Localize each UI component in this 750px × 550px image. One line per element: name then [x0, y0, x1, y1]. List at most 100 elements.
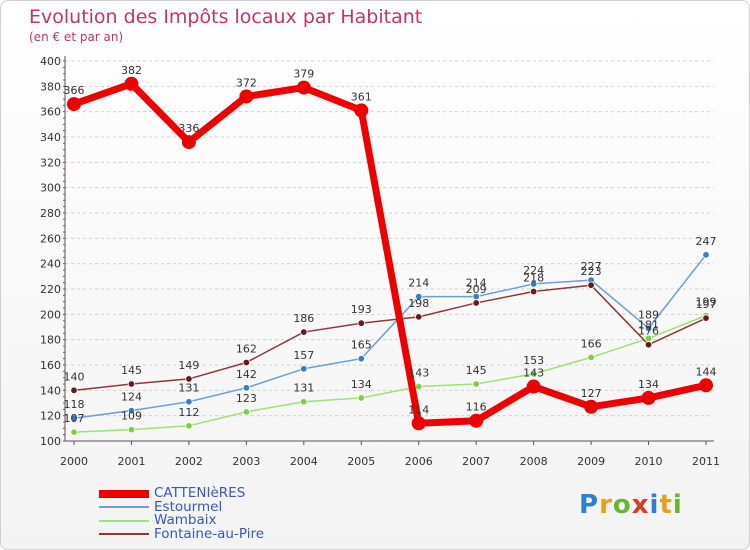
legend-item: CATTENIèRES — [99, 487, 264, 501]
series-line — [72, 80, 707, 427]
y-tick-label: 200 — [40, 308, 61, 321]
chart-subtitle: (en € et par an) — [29, 30, 124, 44]
chart-legend: CATTENIèRES Estourmel Wambaix Fontaine-au-P… — [99, 487, 264, 541]
x-tick-label: 2006 — [405, 455, 433, 468]
data-label: 107 — [64, 412, 85, 425]
data-point — [185, 375, 193, 383]
legend-swatch — [99, 519, 149, 522]
x-tick-label: 2004 — [290, 455, 318, 468]
data-point — [469, 413, 484, 428]
data-point — [127, 406, 136, 415]
data-label: 336 — [178, 122, 199, 135]
data-label: 118 — [64, 398, 85, 411]
data-point — [587, 281, 595, 289]
series-line — [73, 254, 707, 419]
data-point — [641, 390, 656, 405]
data-point — [415, 313, 423, 321]
data-point — [357, 394, 365, 402]
data-label: 127 — [581, 387, 602, 400]
data-label: 134 — [638, 378, 659, 391]
data-point — [70, 428, 78, 436]
y-tick-label: 300 — [40, 182, 61, 195]
legend-label: Wambaix — [154, 512, 217, 529]
data-label: 143 — [523, 367, 544, 380]
y-tick-label: 180 — [40, 334, 61, 347]
data-label: 114 — [408, 403, 429, 416]
proxiti-logo: Proxiti — [579, 490, 683, 520]
data-point — [702, 314, 710, 322]
data-point — [415, 382, 423, 391]
data-label: 162 — [236, 342, 257, 355]
data-point — [354, 103, 369, 118]
data-point — [239, 89, 254, 104]
data-point — [70, 414, 78, 422]
data-point — [127, 380, 136, 388]
data-label: 379 — [293, 68, 314, 81]
legend-swatch — [99, 489, 149, 498]
data-point — [529, 287, 538, 296]
data-point — [526, 379, 541, 394]
data-label: 116 — [466, 401, 487, 414]
data-point — [411, 416, 426, 431]
y-tick-label: 340 — [40, 131, 61, 144]
data-label: 218 — [523, 272, 544, 285]
data-label: 372 — [236, 76, 257, 89]
data-point — [357, 354, 365, 363]
data-label: 149 — [178, 359, 199, 372]
data-label: 366 — [64, 84, 85, 97]
legend-label: Estourmel — [154, 498, 223, 515]
data-point — [415, 292, 423, 301]
data-point — [644, 324, 653, 332]
data-point — [127, 425, 136, 434]
chart-title: Evolution des Impôts locaux par Habitant — [29, 6, 423, 28]
data-label: 199 — [696, 296, 717, 309]
data-label: 209 — [466, 283, 487, 296]
data-label: 361 — [351, 90, 372, 103]
data-point — [181, 135, 196, 150]
data-label: 112 — [178, 406, 199, 419]
x-tick-label: 2003 — [232, 455, 260, 468]
legend-swatch — [99, 533, 149, 536]
data-point — [584, 399, 599, 414]
data-label: 143 — [408, 367, 429, 380]
x-tick-label: 2005 — [347, 455, 375, 468]
legend-item: Fontaine-au-Pire — [99, 527, 264, 542]
data-label: 189 — [638, 308, 659, 321]
data-point — [529, 370, 538, 378]
data-label: 134 — [351, 378, 372, 391]
data-label: 247 — [696, 235, 717, 248]
data-label: 214 — [408, 277, 429, 290]
data-point — [702, 251, 710, 259]
data-label: 193 — [351, 303, 372, 316]
data-point — [300, 328, 308, 336]
x-tick-label: 2007 — [462, 455, 490, 468]
y-tick-label: 360 — [40, 106, 61, 119]
data-point — [242, 384, 251, 392]
data-label: 142 — [236, 368, 257, 381]
logo-letter: x — [631, 490, 650, 520]
data-label: 223 — [581, 265, 602, 278]
data-label: 186 — [293, 312, 314, 325]
legend-label: CATTENIèRES — [154, 485, 246, 502]
data-point — [357, 319, 365, 327]
data-label: 131 — [178, 382, 199, 395]
data-point — [529, 280, 538, 288]
data-label: 224 — [523, 264, 544, 277]
data-label: 382 — [121, 64, 142, 77]
data-label: 214 — [466, 277, 487, 290]
y-tick-label: 220 — [40, 283, 61, 296]
data-point — [124, 76, 139, 91]
logo-letter: r — [599, 490, 613, 520]
y-tick-label: 380 — [40, 80, 61, 93]
logo-letter: P — [579, 490, 600, 520]
y-tick-label: 120 — [40, 410, 61, 423]
legend-swatch — [99, 506, 149, 509]
y-tick-label: 320 — [40, 156, 61, 169]
data-point — [300, 365, 308, 373]
x-tick-label: 2002 — [175, 455, 203, 468]
data-label: 176 — [638, 325, 659, 338]
data-label: 123 — [236, 392, 257, 405]
data-point — [644, 341, 653, 349]
data-point — [699, 378, 713, 393]
data-point — [587, 353, 595, 362]
